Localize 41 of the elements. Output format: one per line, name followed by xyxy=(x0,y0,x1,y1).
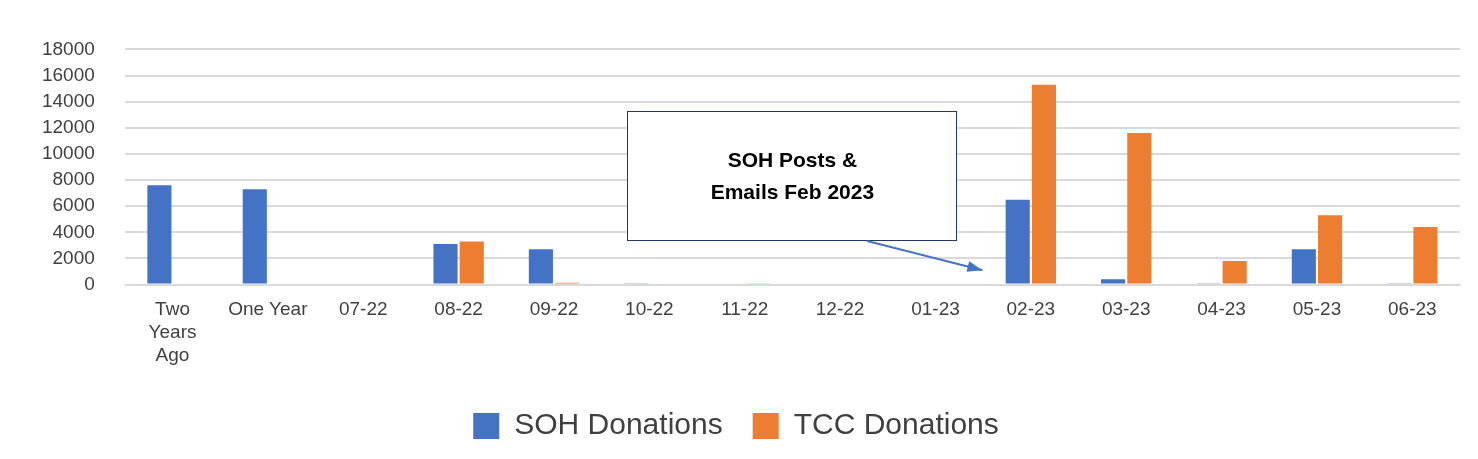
bar xyxy=(1222,261,1247,284)
x-tick-label: 05-23 xyxy=(1292,298,1342,320)
bar xyxy=(1127,133,1152,284)
callout-box: SOH Posts & Emails Feb 2023 xyxy=(627,111,958,242)
bar xyxy=(1005,199,1030,284)
bar xyxy=(147,185,172,284)
bar xyxy=(242,189,267,284)
legend-label: TCC Donations xyxy=(793,407,999,441)
x-tick-label: 09-22 xyxy=(529,298,579,320)
x-tick-label: Two Years Ago xyxy=(148,298,197,365)
x-tick-label: One Year xyxy=(228,298,309,320)
x-tick-label: 12-22 xyxy=(815,298,865,320)
x-tick-label: 11-22 xyxy=(721,298,769,320)
y-tick-label: 4000 xyxy=(52,220,95,242)
y-tick-label: 14000 xyxy=(41,89,95,111)
bar xyxy=(1291,249,1316,284)
x-tick-label: 06-23 xyxy=(1388,298,1437,320)
x-tick-label: 04-23 xyxy=(1197,298,1246,320)
x-tick-label: 01-23 xyxy=(911,298,960,320)
y-tick-label: 18000 xyxy=(41,37,95,59)
x-tick-label: 03-23 xyxy=(1101,298,1151,320)
y-tick-label: 10000 xyxy=(41,142,95,164)
x-tick-label: 07-22 xyxy=(338,298,388,320)
bar xyxy=(1031,84,1057,284)
bar xyxy=(528,249,553,284)
x-tick-label: 08-22 xyxy=(434,298,483,320)
bar xyxy=(1318,215,1343,284)
x-tick-label: 02-23 xyxy=(1006,298,1056,320)
bar xyxy=(433,244,458,284)
y-tick-label: 2000 xyxy=(52,246,95,268)
x-tick-label: 10-22 xyxy=(625,298,674,320)
bar xyxy=(1101,279,1126,284)
annotation: SOH Posts & Emails Feb 2023 xyxy=(709,147,876,206)
bar xyxy=(1413,227,1438,284)
y-tick-label: 6000 xyxy=(52,194,95,216)
bar xyxy=(459,241,484,284)
y-tick-label: 12000 xyxy=(41,116,95,138)
y-tick-label: 16000 xyxy=(41,63,95,85)
y-tick-label: 8000 xyxy=(52,168,95,190)
y-tick-label: 0 xyxy=(84,272,95,294)
legend-label: SOH Donations xyxy=(514,407,723,441)
